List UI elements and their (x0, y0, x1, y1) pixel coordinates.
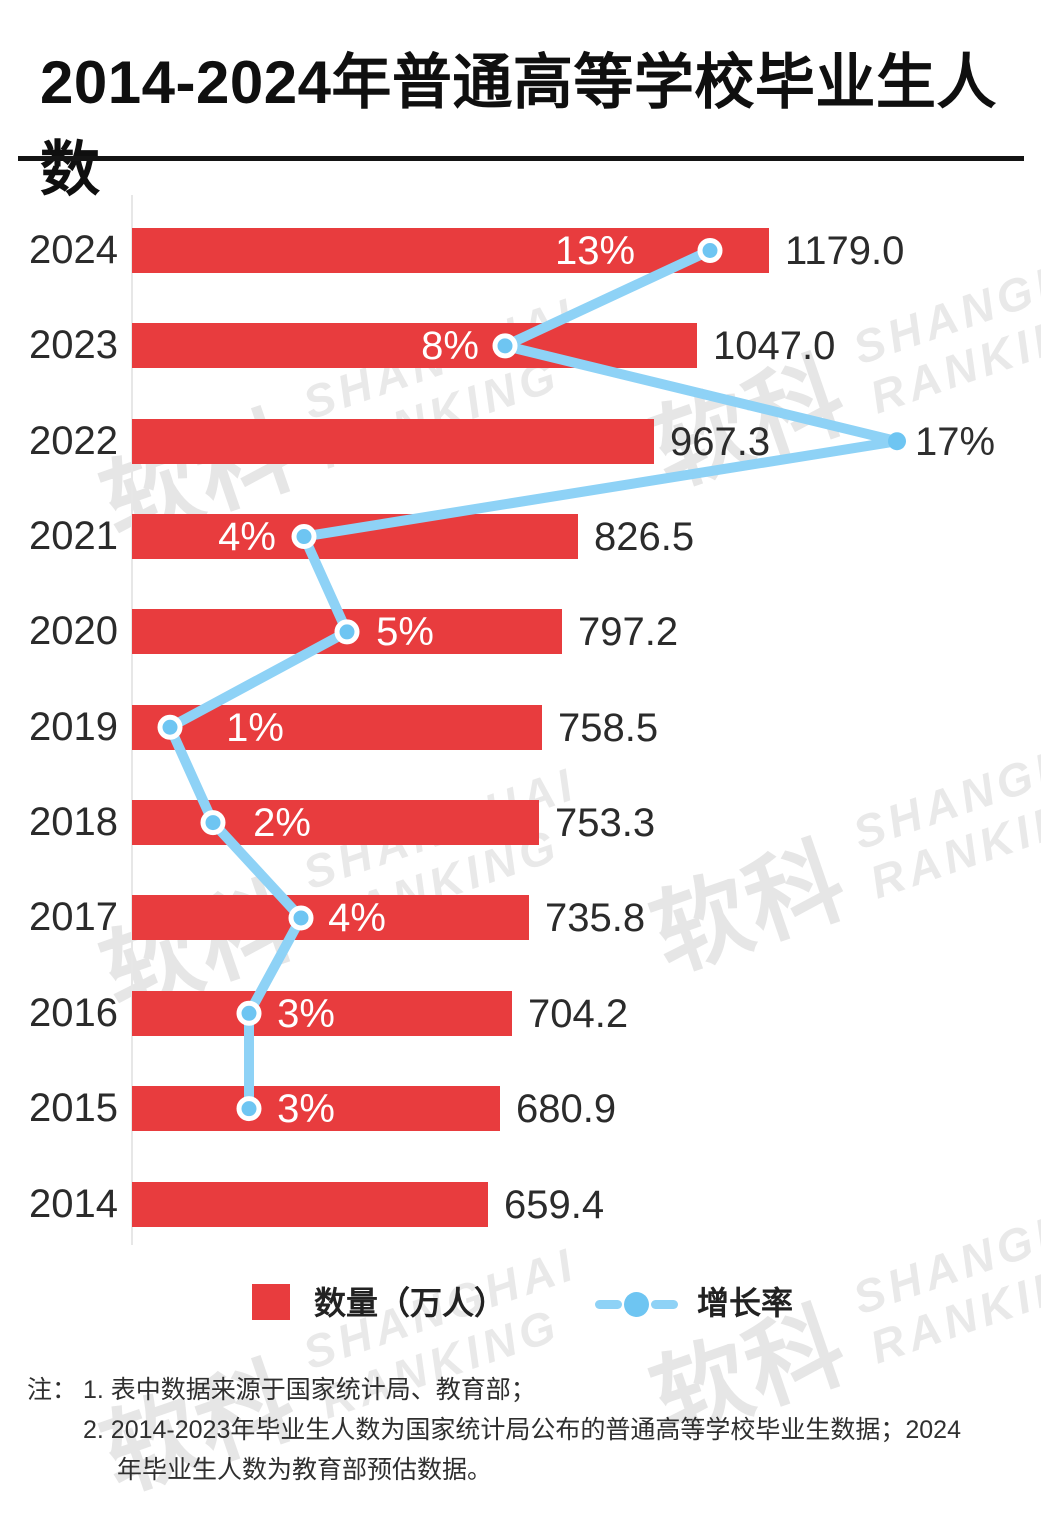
chart-row: 2014 659.4 (0, 1181, 1041, 1227)
year-label: 2022 (29, 418, 118, 463)
bar (132, 895, 529, 941)
growth-label: 8% (421, 324, 479, 369)
growth-label: 4% (218, 515, 276, 560)
growth-dot (291, 524, 317, 550)
footnotes: 注： 1. 表中数据来源于国家统计局、教育部； 2. 2014-2023年毕业生… (27, 1370, 973, 1490)
footnote-item: 2. 2014-2023年毕业生人数为国家统计局公布的普通高等学校毕业生数据；2… (83, 1416, 961, 1484)
chart-row: 2021 826.5 (0, 514, 1041, 560)
bar-line-chart: 2024 1179.0 2023 1047.0 2022 967.3 2021 … (0, 195, 1041, 1245)
growth-label: 17% (914, 419, 996, 464)
value-label: 753.3 (555, 801, 656, 846)
chart-row: 2024 1179.0 (0, 228, 1041, 273)
page-title: 2014-2024年普通高等学校毕业生人数 (40, 49, 997, 203)
value-label: 680.9 (516, 1087, 617, 1132)
growth-dot (236, 1000, 262, 1026)
title-divider (18, 156, 1024, 161)
bar (132, 1086, 500, 1132)
growth-label: 1% (226, 705, 284, 750)
value-label: 758.5 (558, 705, 659, 750)
chart-row: 2022 967.3 (0, 418, 1041, 464)
year-label: 2017 (29, 895, 118, 940)
chart-row: 2017 735.8 (0, 895, 1041, 941)
growth-dot (236, 1096, 262, 1122)
chart-row: 2018 753.3 (0, 800, 1041, 846)
bar (132, 514, 578, 560)
growth-label: 4% (328, 896, 386, 941)
bar (132, 1181, 488, 1227)
legend-line-icon (595, 1291, 678, 1317)
year-label: 2015 (29, 1086, 118, 1131)
growth-line-layer (157, 238, 906, 1122)
value-label: 1047.0 (713, 324, 836, 369)
value-label: 704.2 (528, 991, 629, 1036)
year-label: 2019 (29, 704, 118, 749)
growth-dot (157, 714, 183, 740)
value-label: 797.2 (578, 610, 679, 655)
chart-row: 2023 1047.0 (0, 323, 1041, 369)
growth-label: 2% (253, 801, 311, 846)
growth-dot (288, 905, 314, 931)
chart-row: 2019 758.5 (0, 704, 1041, 750)
year-label: 2021 (29, 514, 118, 559)
value-label: 659.4 (504, 1182, 605, 1227)
bar (132, 323, 697, 369)
value-label: 826.5 (594, 515, 695, 560)
value-label: 967.3 (670, 419, 771, 464)
value-label: 1179.0 (785, 229, 905, 273)
chart-row: 2015 680.9 (0, 1086, 1041, 1132)
year-label: 2020 (29, 609, 118, 654)
footnote-item: 1. 表中数据来源于国家统计局、教育部； (83, 1376, 536, 1404)
year-label: 2014 (29, 1181, 118, 1226)
bar (132, 228, 769, 273)
growth-label: 13% (554, 229, 636, 273)
legend-line-dash-icon (595, 1299, 622, 1309)
footnote-items: 1. 表中数据来源于国家统计局、教育部； 2. 2014-2023年毕业生人数为… (83, 1370, 973, 1490)
growth-dot (492, 333, 518, 359)
year-label: 2024 (29, 228, 118, 272)
growth-dot (888, 432, 906, 451)
year-label: 2016 (29, 990, 118, 1035)
growth-label: 3% (277, 991, 335, 1036)
legend-bar-label: 数量（万人） (314, 1285, 507, 1321)
footnote-prefix: 注： (27, 1376, 78, 1404)
bar (132, 800, 539, 846)
year-label: 2023 (29, 323, 118, 368)
growth-line (165, 245, 902, 1114)
growth-dot (334, 619, 360, 645)
value-label: 735.8 (545, 896, 646, 941)
growth-label: 5% (376, 610, 434, 655)
legend-bar-swatch (252, 1284, 290, 1320)
growth-dot (200, 810, 226, 836)
growth-dot (697, 238, 723, 263)
legend-line-label: 增长率 (697, 1285, 794, 1321)
bar (132, 990, 512, 1036)
legend-line-dot-icon (624, 1291, 649, 1317)
bar (132, 418, 654, 464)
growth-label: 3% (277, 1087, 335, 1132)
legend-line-dash-icon (651, 1299, 678, 1309)
chart-row: 2016 704.2 (0, 990, 1041, 1036)
year-label: 2018 (29, 800, 118, 845)
